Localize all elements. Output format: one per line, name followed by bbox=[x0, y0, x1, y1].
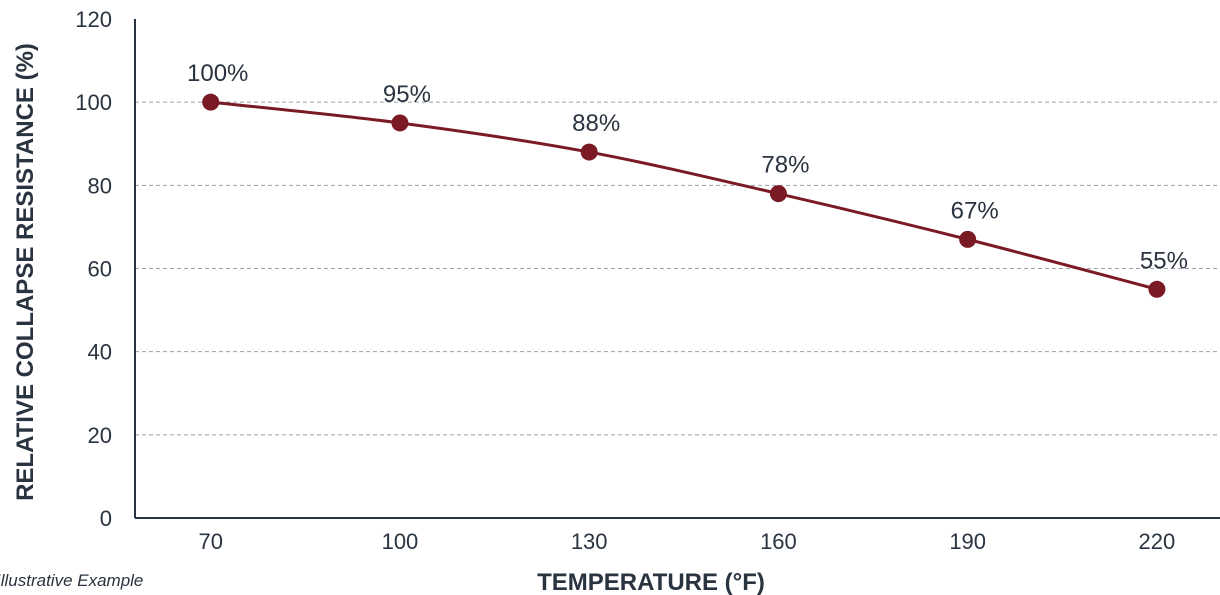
data-label: 78% bbox=[761, 152, 809, 179]
data-label: 67% bbox=[951, 197, 999, 224]
data-series bbox=[202, 93, 1166, 298]
y-tick-label: 60 bbox=[88, 257, 112, 282]
y-tick-label: 20 bbox=[88, 423, 112, 448]
axes bbox=[134, 19, 1220, 519]
data-labels: 100% 95% 88% 78% 67% 55% bbox=[187, 60, 1188, 274]
y-tick-label: 0 bbox=[100, 506, 112, 531]
x-tick-label: 70 bbox=[198, 529, 222, 554]
data-point bbox=[202, 93, 220, 111]
y-tick-label: 40 bbox=[88, 340, 112, 365]
y-tick-label: 120 bbox=[75, 7, 112, 32]
data-point bbox=[769, 185, 787, 203]
data-point bbox=[391, 114, 409, 132]
x-tick-label: 100 bbox=[382, 529, 419, 554]
data-label: 100% bbox=[187, 60, 248, 87]
gridlines bbox=[135, 101, 1220, 436]
data-point bbox=[580, 143, 598, 161]
data-point bbox=[959, 230, 977, 248]
x-tick-label: 130 bbox=[571, 529, 608, 554]
x-axis-ticks: 70 100 130 160 190 220 bbox=[198, 529, 1175, 554]
data-point bbox=[1148, 280, 1166, 298]
series-line bbox=[210, 100, 1158, 291]
x-tick-label: 220 bbox=[1139, 529, 1176, 554]
x-tick-label: 190 bbox=[949, 529, 986, 554]
x-tick-label: 160 bbox=[760, 529, 797, 554]
y-tick-label: 100 bbox=[75, 90, 112, 115]
data-label: 95% bbox=[383, 81, 431, 108]
y-tick-label: 80 bbox=[88, 173, 112, 198]
data-label: 55% bbox=[1140, 247, 1188, 274]
x-axis-title: TEMPERATURE (°F) bbox=[537, 569, 765, 595]
data-label: 88% bbox=[572, 110, 620, 137]
illustrative-note: Illustrative Example bbox=[0, 571, 143, 590]
y-axis-ticks: 0 20 40 60 80 100 120 bbox=[75, 7, 112, 531]
y-axis-title: RELATIVE COLLAPSE RESISTANCE (%) bbox=[12, 43, 39, 501]
